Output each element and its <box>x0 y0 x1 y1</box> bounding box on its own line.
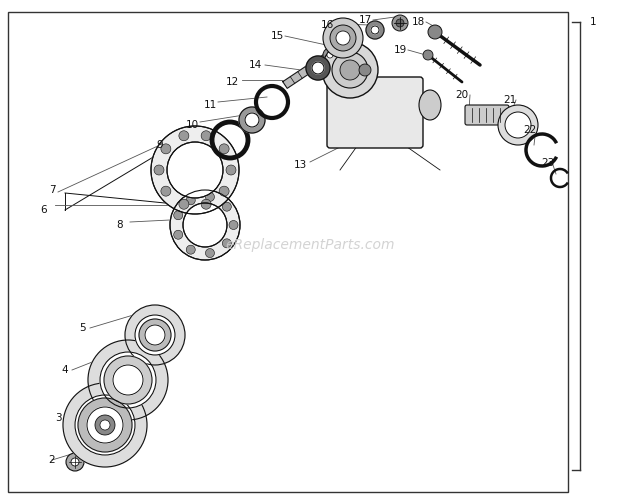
Text: 14: 14 <box>249 60 262 70</box>
Polygon shape <box>239 107 265 133</box>
Polygon shape <box>306 56 330 80</box>
Text: 4: 4 <box>61 365 68 375</box>
Circle shape <box>100 420 110 430</box>
Text: 3: 3 <box>55 413 61 423</box>
Polygon shape <box>87 407 123 443</box>
Text: 11: 11 <box>203 100 216 110</box>
Text: 13: 13 <box>293 160 307 170</box>
Polygon shape <box>366 21 384 39</box>
Circle shape <box>66 453 84 471</box>
Polygon shape <box>78 398 132 452</box>
Circle shape <box>205 248 215 258</box>
Text: 19: 19 <box>393 45 407 55</box>
Polygon shape <box>283 52 332 88</box>
Text: 15: 15 <box>270 31 283 41</box>
Polygon shape <box>63 383 147 467</box>
Text: eReplacementParts.com: eReplacementParts.com <box>225 238 395 252</box>
FancyBboxPatch shape <box>327 77 423 148</box>
Circle shape <box>179 199 189 209</box>
Circle shape <box>359 64 371 76</box>
Circle shape <box>340 60 360 80</box>
Circle shape <box>323 18 363 58</box>
Circle shape <box>423 50 433 60</box>
Text: 23: 23 <box>541 158 555 168</box>
Polygon shape <box>245 113 259 127</box>
Circle shape <box>161 144 171 154</box>
Polygon shape <box>113 365 143 395</box>
Text: 21: 21 <box>503 95 516 105</box>
Circle shape <box>428 25 442 39</box>
Ellipse shape <box>419 90 441 120</box>
Polygon shape <box>125 305 185 365</box>
Circle shape <box>223 239 231 248</box>
Circle shape <box>219 144 229 154</box>
Polygon shape <box>88 340 168 420</box>
Circle shape <box>205 192 215 202</box>
Polygon shape <box>167 142 223 198</box>
Polygon shape <box>145 325 165 345</box>
Text: 18: 18 <box>412 17 425 27</box>
Text: 20: 20 <box>456 90 469 100</box>
Circle shape <box>201 199 211 209</box>
Circle shape <box>498 105 538 145</box>
Polygon shape <box>371 26 379 34</box>
Circle shape <box>332 52 368 88</box>
Circle shape <box>71 458 79 466</box>
Circle shape <box>392 15 408 31</box>
Polygon shape <box>135 315 175 355</box>
Text: 6: 6 <box>41 205 47 215</box>
Polygon shape <box>170 190 240 260</box>
Circle shape <box>396 19 404 27</box>
Circle shape <box>323 48 337 62</box>
Text: 1: 1 <box>590 17 596 27</box>
Circle shape <box>226 165 236 175</box>
Polygon shape <box>104 356 152 404</box>
Circle shape <box>154 165 164 175</box>
Circle shape <box>161 186 171 196</box>
Circle shape <box>174 230 183 239</box>
Polygon shape <box>151 126 239 214</box>
Polygon shape <box>100 352 156 408</box>
Text: 8: 8 <box>117 220 123 230</box>
Text: 22: 22 <box>523 125 537 135</box>
Circle shape <box>186 196 195 205</box>
Circle shape <box>327 52 333 58</box>
Polygon shape <box>139 319 171 351</box>
Text: 5: 5 <box>79 323 86 333</box>
Circle shape <box>322 42 378 98</box>
Text: 12: 12 <box>226 77 239 87</box>
Circle shape <box>330 25 356 51</box>
Circle shape <box>186 245 195 254</box>
Polygon shape <box>75 395 135 455</box>
Circle shape <box>505 112 531 138</box>
Circle shape <box>223 202 231 211</box>
Text: 10: 10 <box>185 120 198 130</box>
Circle shape <box>95 415 115 435</box>
Text: 9: 9 <box>157 140 163 150</box>
Circle shape <box>336 31 350 45</box>
Text: 2: 2 <box>49 455 55 465</box>
FancyBboxPatch shape <box>465 105 509 125</box>
Circle shape <box>201 131 211 141</box>
Polygon shape <box>312 62 324 74</box>
Circle shape <box>229 220 238 230</box>
Circle shape <box>179 131 189 141</box>
Circle shape <box>219 186 229 196</box>
Text: 7: 7 <box>49 185 55 195</box>
Circle shape <box>174 211 183 220</box>
Polygon shape <box>183 203 227 247</box>
Text: 17: 17 <box>358 15 371 25</box>
Text: 16: 16 <box>321 20 334 30</box>
